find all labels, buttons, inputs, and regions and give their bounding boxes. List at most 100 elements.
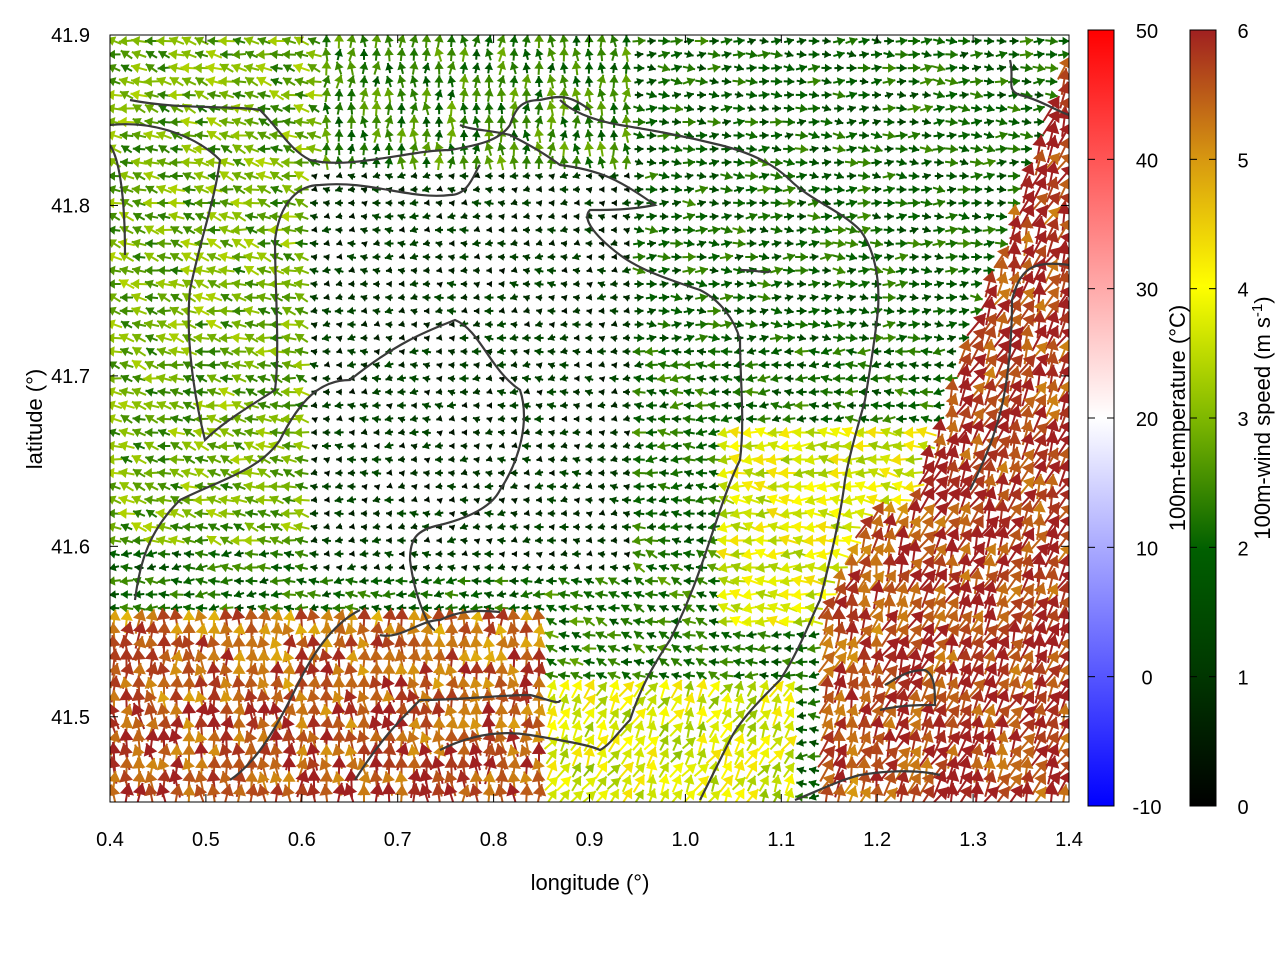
wind-arrow bbox=[669, 762, 684, 778]
wind-arrow bbox=[759, 307, 769, 316]
wind-arrow bbox=[182, 172, 196, 181]
wind-arrow bbox=[398, 522, 405, 530]
wind-arrow bbox=[130, 89, 148, 101]
wind-arrow bbox=[709, 145, 719, 154]
wind-arrow bbox=[218, 278, 235, 290]
wind-arrow bbox=[545, 617, 558, 626]
wind-arrow bbox=[449, 510, 455, 518]
wind-arrow bbox=[783, 748, 795, 765]
wind-arrow bbox=[671, 735, 682, 751]
wind-arrow bbox=[472, 116, 482, 128]
wind-arrow bbox=[449, 496, 455, 503]
wind-arrow bbox=[559, 748, 569, 765]
wind-arrow bbox=[741, 575, 762, 587]
wind-arrow bbox=[817, 426, 836, 438]
wind-arrow bbox=[695, 482, 708, 492]
wind-arrow bbox=[461, 550, 468, 557]
wind-arrow bbox=[447, 482, 456, 491]
wind-arrow bbox=[732, 50, 746, 60]
wind-arrow bbox=[281, 346, 297, 357]
wind-arrow bbox=[783, 77, 795, 86]
wind-arrow bbox=[907, 783, 922, 802]
wind-arrow bbox=[571, 746, 583, 767]
wind-arrow bbox=[195, 603, 208, 613]
wind-arrow bbox=[944, 157, 959, 167]
wind-arrow bbox=[1057, 621, 1069, 649]
wind-arrow bbox=[670, 360, 683, 370]
wind-arrow bbox=[659, 334, 669, 342]
wind-arrow bbox=[872, 104, 881, 112]
wind-arrow bbox=[791, 494, 812, 506]
wind-arrow bbox=[335, 482, 343, 490]
wind-arrow bbox=[858, 252, 870, 262]
wind-arrow bbox=[657, 696, 671, 709]
wind-arrow bbox=[471, 199, 482, 208]
wind-arrow bbox=[608, 603, 620, 613]
wind-arrow bbox=[684, 482, 694, 490]
wind-arrow bbox=[484, 35, 493, 47]
wind-arrow bbox=[207, 225, 221, 235]
wind-arrow bbox=[448, 415, 456, 422]
wind-arrow bbox=[448, 200, 455, 207]
wind-arrow bbox=[658, 144, 670, 153]
wind-arrow bbox=[932, 76, 946, 86]
wind-arrow bbox=[119, 158, 134, 168]
wind-arrow bbox=[745, 185, 758, 195]
wind-arrow bbox=[611, 551, 618, 558]
wind-arrow bbox=[447, 89, 456, 101]
wind-arrow bbox=[946, 360, 957, 369]
wind-arrow bbox=[730, 575, 748, 587]
wind-arrow bbox=[634, 199, 644, 208]
wind-arrow bbox=[946, 293, 957, 302]
wind-arrow bbox=[784, 374, 794, 383]
wind-arrow bbox=[218, 427, 235, 438]
wind-arrow bbox=[334, 428, 344, 437]
wind-arrow bbox=[309, 294, 319, 302]
wind-arrow bbox=[599, 186, 605, 193]
wind-arrow bbox=[118, 103, 135, 114]
wind-arrow bbox=[770, 671, 783, 680]
wind-arrow bbox=[879, 609, 899, 634]
wind-arrow bbox=[180, 481, 198, 492]
wind-arrow bbox=[768, 562, 785, 573]
wind-arrow bbox=[921, 374, 932, 383]
wind-arrow bbox=[709, 104, 719, 113]
wind-arrow bbox=[859, 50, 869, 59]
wind-arrow bbox=[979, 408, 999, 430]
wind-arrow bbox=[385, 62, 394, 74]
wind-arrow bbox=[572, 130, 581, 141]
wind-arrow bbox=[672, 266, 681, 275]
wind-arrow bbox=[684, 50, 694, 58]
wind-arrow bbox=[809, 334, 819, 343]
wind-arrow bbox=[118, 427, 135, 438]
wind-arrow bbox=[323, 239, 330, 247]
wind-arrow bbox=[205, 319, 223, 330]
wind-arrow bbox=[908, 401, 920, 410]
wind-arrow bbox=[745, 373, 758, 383]
wind-arrow bbox=[719, 774, 734, 793]
wind-arrow bbox=[708, 617, 720, 626]
wind-arrow bbox=[110, 293, 121, 303]
wind-arrow bbox=[869, 609, 884, 634]
wind-arrow bbox=[232, 784, 246, 802]
wind-arrow bbox=[908, 374, 920, 383]
wind-arrow bbox=[572, 456, 581, 464]
wind-arrow bbox=[832, 401, 846, 411]
wind-arrow bbox=[446, 401, 457, 410]
wind-arrow bbox=[659, 212, 669, 221]
wind-arrow bbox=[374, 348, 380, 356]
wind-arrow bbox=[683, 104, 695, 113]
wind-arrow bbox=[532, 589, 546, 599]
wind-arrow bbox=[796, 414, 807, 423]
wind-arrow bbox=[523, 348, 530, 356]
wind-arrow bbox=[934, 158, 944, 167]
wind-arrow bbox=[484, 550, 494, 559]
wind-arrow bbox=[883, 306, 895, 315]
wind-arrow bbox=[546, 87, 557, 103]
wind-arrow bbox=[183, 550, 195, 559]
wind-arrow bbox=[721, 360, 732, 370]
wind-arrow bbox=[969, 782, 984, 802]
wind-arrow bbox=[547, 374, 556, 382]
wind-arrow bbox=[632, 735, 646, 751]
wind-arrow bbox=[771, 705, 783, 727]
